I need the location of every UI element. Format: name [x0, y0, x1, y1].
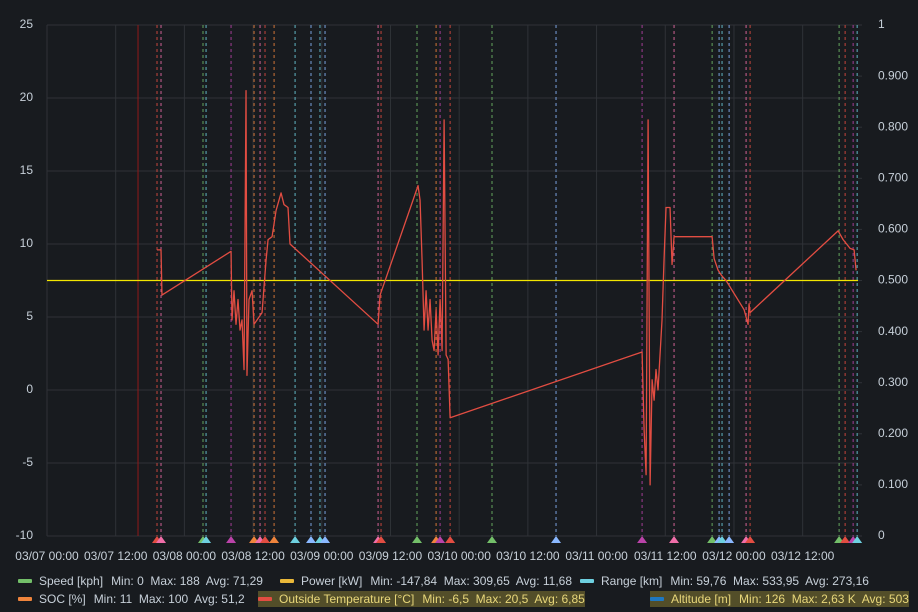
annotation-marker — [412, 536, 423, 543]
x-tick-label: 03/12 12:00 — [771, 549, 835, 563]
legend-stats: Min: -6,5 Max: 20,5 Avg: 6,85 — [422, 592, 585, 606]
legend-name: Range [km] — [601, 574, 663, 588]
annotation-marker — [226, 536, 237, 543]
annotation-marker — [306, 536, 317, 543]
x-tick-label: 03/10 12:00 — [496, 549, 560, 563]
legend-stats: Min: 126 Max: 2,63 K Avg: 503 — [739, 592, 909, 606]
legend-item[interactable]: Speed [kph] Min: 0 Max: 188 Avg: 71,29 — [18, 573, 263, 589]
annotation-marker — [260, 536, 271, 543]
legend-name: Altitude [m] — [671, 592, 732, 606]
annotation-marker — [376, 536, 387, 543]
legend-name: Power [kW] — [301, 574, 363, 588]
y2-tick-label: 0.900 — [878, 68, 908, 82]
annotation-marker — [717, 536, 728, 543]
legend-item[interactable]: Outside Temperature [°C] Min: -6,5 Max: 2… — [258, 591, 585, 607]
legend-swatch — [580, 579, 594, 583]
legend-stats: Min: 0 Max: 188 Avg: 71,29 — [111, 574, 263, 588]
y2-tick-label: 0.500 — [878, 273, 908, 287]
annotation-marker — [551, 536, 562, 543]
y-tick-label: 10 — [20, 236, 34, 250]
x-tick-label: 03/07 12:00 — [84, 549, 148, 563]
y2-tick-label: 0.700 — [878, 170, 908, 184]
legend-swatch — [280, 579, 294, 583]
y2-tick-label: 0.300 — [878, 375, 908, 389]
legend-item[interactable]: Range [km] Min: 59,76 Max: 533,95 Avg: 27… — [580, 573, 869, 589]
legend-item[interactable]: SOC [%] Min: 11 Max: 100 Avg: 51,2 — [18, 591, 245, 607]
y2-tick-label: 0.100 — [878, 477, 908, 491]
y2-tick-label: 1 — [878, 17, 885, 31]
x-tick-label: 03/11 12:00 — [634, 549, 697, 563]
annotation-marker — [269, 536, 280, 543]
annotation-marker — [852, 536, 863, 543]
y-tick-label: 5 — [26, 309, 33, 323]
annotation-marker — [840, 536, 851, 543]
y2-tick-label: 0.800 — [878, 119, 908, 133]
x-tick-label: 03/12 00:00 — [702, 549, 766, 563]
legend-swatch — [258, 597, 272, 601]
annotation-marker — [707, 536, 718, 543]
series-line — [157, 90, 857, 486]
y2-tick-label: 0.200 — [878, 426, 908, 440]
y-tick-label: -5 — [22, 455, 33, 469]
legend-item[interactable]: Power [kW] Min: -147,84 Max: 309,65 Avg: … — [280, 573, 572, 589]
annotation-marker — [445, 536, 456, 543]
y-tick-label: 0 — [26, 382, 33, 396]
legend-item[interactable]: Altitude [m] Min: 126 Max: 2,63 K Avg: 50… — [650, 591, 909, 607]
annotation-marker — [724, 536, 735, 543]
legend-swatch — [18, 597, 32, 601]
x-tick-label: 03/08 00:00 — [153, 549, 217, 563]
legend-stats: Min: 11 Max: 100 Avg: 51,2 — [93, 592, 245, 606]
annotation-marker — [201, 536, 212, 543]
legend-name: Speed [kph] — [39, 574, 104, 588]
annotation-marker — [290, 536, 301, 543]
x-tick-label: 03/09 12:00 — [359, 549, 423, 563]
legend-name: Outside Temperature [°C] — [279, 592, 415, 606]
x-tick-label: 03/07 00:00 — [15, 549, 79, 563]
x-tick-label: 03/09 00:00 — [290, 549, 354, 563]
x-tick-label: 03/08 12:00 — [221, 549, 285, 563]
y-tick-label: 15 — [20, 163, 34, 177]
x-tick-label: 03/10 00:00 — [427, 549, 491, 563]
annotation-marker — [435, 536, 446, 543]
y-tick-label: 20 — [20, 90, 34, 104]
y-tick-label: -10 — [16, 528, 34, 542]
annotation-marker — [487, 536, 498, 543]
annotation-marker — [669, 536, 680, 543]
annotation-marker — [745, 536, 756, 543]
y-tick-label: 25 — [20, 17, 34, 31]
y2-tick-label: 0 — [878, 528, 885, 542]
legend-stats: Min: -147,84 Max: 309,65 Avg: 11,68 — [370, 574, 573, 588]
annotation-marker — [320, 536, 331, 543]
legend-swatch — [18, 579, 32, 583]
legend-stats: Min: 59,76 Max: 533,95 Avg: 273,16 — [670, 574, 869, 588]
y2-tick-label: 0.400 — [878, 324, 908, 338]
annotation-marker — [637, 536, 648, 543]
y2-tick-label: 0.600 — [878, 222, 908, 236]
legend-name: SOC [%] — [39, 592, 86, 606]
annotation-marker — [156, 536, 167, 543]
x-tick-label: 03/11 00:00 — [565, 549, 628, 563]
legend-swatch — [650, 597, 664, 601]
